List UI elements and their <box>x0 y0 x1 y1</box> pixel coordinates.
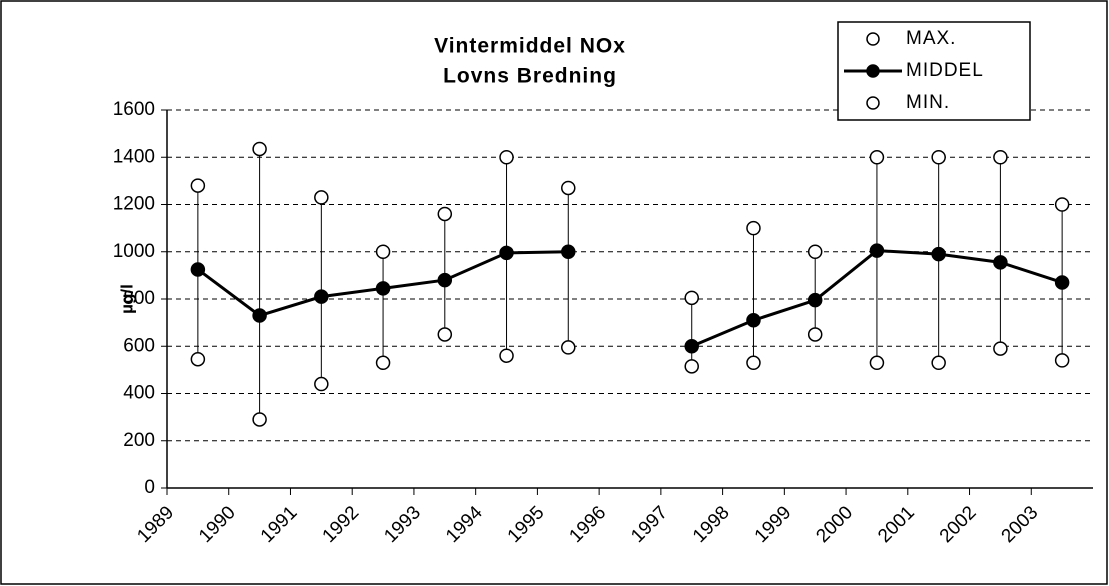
marker <box>931 150 946 165</box>
legend-marker <box>866 96 880 110</box>
marker <box>807 292 823 308</box>
y-axis-label: µg/l <box>117 284 136 314</box>
legend-label: MAX. <box>906 28 956 49</box>
marker <box>869 150 885 165</box>
marker <box>1054 197 1070 212</box>
marker <box>437 206 453 222</box>
marker <box>684 290 699 306</box>
marker <box>931 246 946 262</box>
y-tick-label: 1400 <box>113 146 155 167</box>
marker <box>561 340 576 355</box>
y-tick-label: 0 <box>144 477 155 498</box>
marker <box>252 308 267 323</box>
legend-label: MIDDEL <box>906 60 984 81</box>
marker <box>869 355 885 371</box>
y-tick-label: 600 <box>123 335 155 356</box>
y-tick-label: 1200 <box>113 194 155 215</box>
marker <box>993 255 1008 270</box>
marker <box>499 348 514 363</box>
marker <box>252 412 267 427</box>
legend-marker <box>866 32 880 46</box>
legend-label: MIN. <box>906 92 950 113</box>
marker <box>499 150 514 165</box>
marker <box>869 243 885 258</box>
marker <box>993 341 1008 356</box>
marker <box>499 245 514 261</box>
marker <box>993 150 1008 165</box>
marker <box>931 355 946 371</box>
marker <box>746 313 761 328</box>
marker <box>190 351 206 367</box>
y-tick-label: 800 <box>123 288 155 309</box>
marker <box>375 244 391 259</box>
marker <box>561 180 576 196</box>
chart-title: Vintermiddel NOx <box>434 35 626 58</box>
marker <box>807 244 823 259</box>
marker <box>314 190 329 205</box>
marker <box>375 281 391 296</box>
marker <box>437 327 453 342</box>
marker <box>746 220 761 236</box>
chart-title: Lovns Bredning <box>443 65 617 88</box>
marker <box>1054 353 1070 368</box>
marker <box>437 272 453 288</box>
marker <box>684 359 699 374</box>
marker <box>314 376 329 392</box>
marker <box>375 355 391 371</box>
marker <box>746 355 761 371</box>
y-tick-label: 1000 <box>113 241 155 262</box>
marker <box>314 289 329 304</box>
marker <box>684 339 699 354</box>
y-tick-label: 1600 <box>113 99 155 120</box>
y-tick-label: 400 <box>123 383 155 404</box>
marker <box>252 141 267 157</box>
legend-marker <box>866 64 880 78</box>
marker <box>807 327 823 342</box>
marker <box>190 178 206 193</box>
marker <box>561 244 576 259</box>
marker <box>1054 275 1070 290</box>
marker <box>190 262 206 277</box>
y-tick-label: 200 <box>123 430 155 451</box>
